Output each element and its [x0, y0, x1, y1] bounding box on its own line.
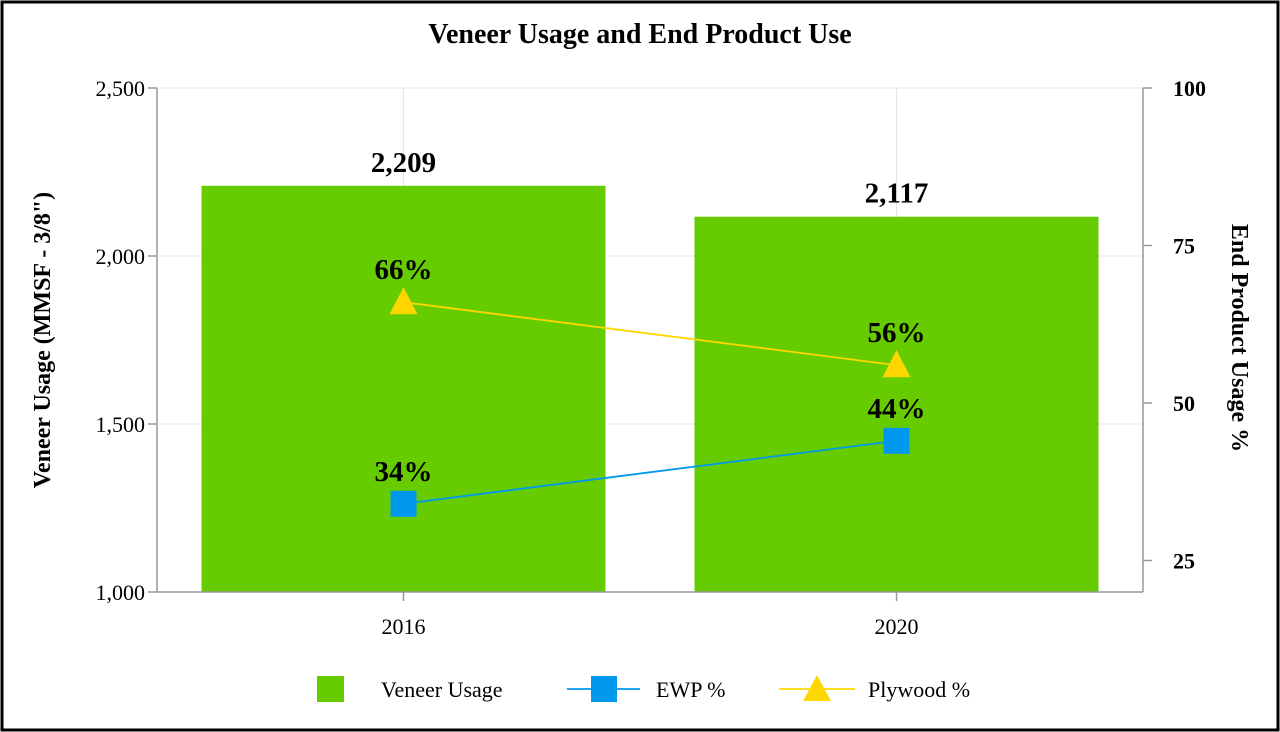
chart-title: Veneer Usage and End Product Use [428, 19, 851, 50]
ewp-marker-2020 [883, 427, 910, 454]
y-left-tick-label-1: 1,500 [96, 412, 146, 437]
legend-ewp-label: EWP % [656, 677, 725, 702]
legend-plywood-label: Plywood % [868, 677, 970, 702]
y-right-tick-label-3: 100 [1173, 76, 1206, 101]
bar-data-label-2016: 2,209 [371, 147, 436, 179]
y-left-tick-label-3: 2,500 [96, 76, 146, 101]
legend-veneer-usage-label: Veneer Usage [381, 677, 503, 702]
x-tick-label-2016: 2016 [382, 614, 426, 639]
bar-2016 [201, 185, 606, 592]
legend-plywood-swatch [803, 675, 831, 701]
legend-veneer-usage-swatch [317, 676, 344, 702]
y-left-tick-label-2: 2,000 [96, 244, 146, 269]
y-right-tick-label-1: 50 [1173, 391, 1195, 416]
y-right-tick-label-2: 75 [1173, 234, 1195, 259]
y-right-tick-label-0: 25 [1173, 549, 1195, 574]
ewp-marker-2016 [390, 490, 417, 517]
y-axis-right-title: End Product Usage % [1226, 224, 1252, 452]
plywood-marker-2016 [389, 287, 418, 315]
bar-2020 [694, 216, 1099, 593]
ewp-data-label-2020: 44% [868, 393, 926, 425]
y-axis-left-title: Veneer Usage (MMSF - 3/8") [30, 192, 56, 488]
legend-ewp-swatch [591, 676, 617, 702]
bar-data-label-2020: 2,117 [865, 178, 929, 210]
ewp-line [403, 439, 897, 505]
plywood-marker-2020 [882, 350, 911, 378]
plywood-data-label-2020: 56% [868, 317, 926, 349]
plywood-data-label-2016: 66% [375, 254, 433, 286]
y-left-tick-label-0: 1,000 [96, 580, 146, 605]
plywood-line [403, 301, 897, 367]
ewp-data-label-2016: 34% [375, 456, 433, 488]
x-tick-label-2020: 2020 [875, 614, 919, 639]
